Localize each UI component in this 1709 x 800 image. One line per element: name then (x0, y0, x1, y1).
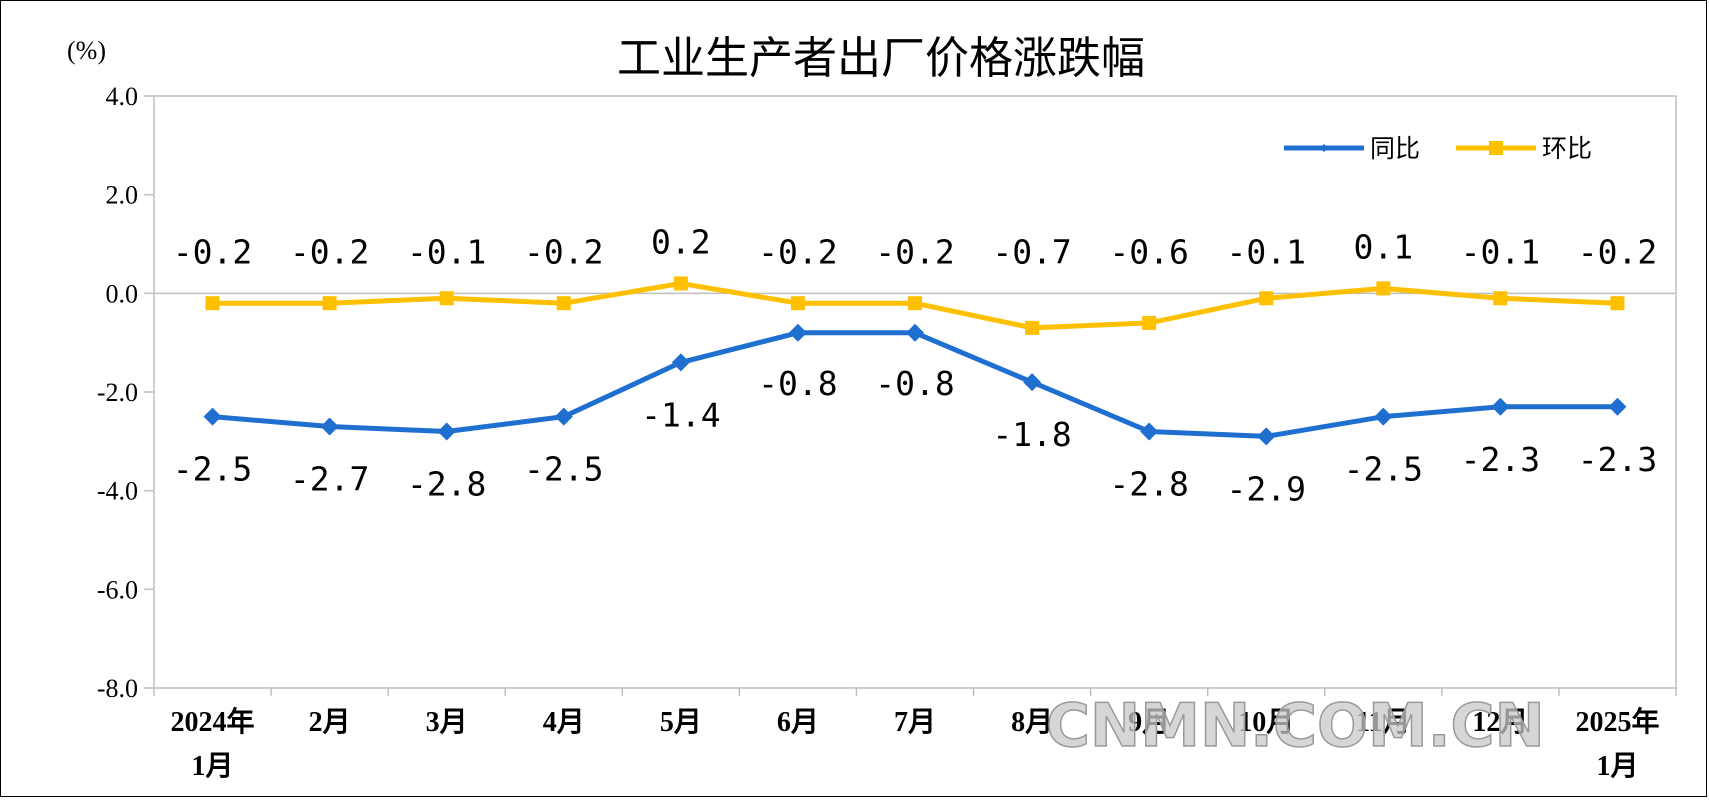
data-label: -0.6 (1109, 232, 1188, 271)
data-label: 0.2 (651, 222, 711, 261)
x-tick-label: 10月 (1238, 707, 1294, 738)
x-axis: 2024年 1月 2月 3月 4月 5月 6月 7月 8月 9月 10月 11月 12月 2025年 1月 (153, 688, 1677, 782)
x-tick-label: 12月 (1472, 707, 1528, 738)
y-tick-label: 0.0 (106, 279, 139, 308)
y-tick-label: -2.0 (97, 378, 138, 407)
data-point (908, 296, 922, 311)
x-tick-label: 7月 (894, 707, 936, 738)
data-point (205, 296, 220, 311)
series-layer: -0.2 -0.2 -0.1 -0.2 0.2 -0.2 -0.2 -0.7 -0.6 -0.1 0… (173, 222, 1657, 508)
data-point (673, 276, 688, 291)
y-unit-label: (%) (67, 36, 106, 65)
x-tick-label: 6月 (777, 707, 819, 738)
data-label: -2.3 (1578, 440, 1657, 479)
data-label: -2.8 (1109, 464, 1188, 503)
data-point (1025, 320, 1040, 335)
y-tick-label: 2.0 (106, 181, 139, 210)
data-label: -2.5 (524, 450, 603, 489)
data-label: -1.4 (641, 395, 720, 434)
y-axis: 4.0 2.0 0.0 -2.0 -4.0 -6.0 -8.0 (97, 82, 154, 703)
data-label: -0.1 (407, 232, 486, 271)
data-point (790, 296, 805, 311)
data-point (1140, 422, 1159, 441)
data-point (1493, 291, 1508, 306)
data-label: -2.8 (407, 464, 486, 503)
data-point (1257, 427, 1276, 446)
data-point (1023, 373, 1042, 392)
data-point (1491, 397, 1510, 416)
legend: 同比 环比 (1284, 134, 1592, 163)
data-label: -1.8 (992, 415, 1071, 454)
data-label: -0.2 (875, 232, 954, 271)
data-point (320, 417, 339, 436)
data-label: -2.9 (1226, 469, 1305, 508)
x-tick-label: 4月 (543, 707, 585, 738)
data-label: -0.2 (173, 232, 252, 271)
y-tick-label: 4.0 (106, 82, 139, 111)
x-tick-label: 5月 (660, 707, 702, 738)
data-point (1374, 407, 1393, 426)
data-label: -2.3 (1461, 440, 1540, 479)
data-point (554, 407, 573, 426)
data-point (1610, 296, 1625, 311)
data-label: -0.1 (1461, 232, 1540, 271)
x-tick-label: 8月 (1011, 707, 1053, 738)
data-label: -2.5 (173, 450, 252, 489)
data-point (322, 296, 337, 311)
x-tick-label: 2月 (309, 707, 351, 738)
y-tick-label: -6.0 (97, 575, 138, 604)
data-label: -0.2 (290, 232, 369, 271)
data-label: -0.1 (1226, 232, 1305, 271)
data-point (437, 422, 456, 441)
data-point (556, 296, 571, 311)
data-label: -0.8 (758, 364, 837, 403)
legend-label: 环比 (1542, 134, 1592, 163)
data-point (788, 323, 807, 342)
data-label: 0.1 (1354, 227, 1414, 266)
x-tick-label: 3月 (426, 707, 468, 738)
y-tick-label: -4.0 (97, 477, 138, 506)
legend-label: 同比 (1370, 134, 1420, 163)
data-point (1259, 291, 1274, 306)
data-point (1376, 281, 1391, 296)
chart-title: 工业生产者出厂价格涨跌幅 (617, 33, 1145, 84)
data-label: -0.2 (758, 232, 837, 271)
data-point (439, 291, 454, 306)
data-point (1142, 315, 1157, 330)
data-label: -2.5 (1344, 450, 1423, 489)
data-label: -0.2 (524, 232, 603, 271)
legend-marker (1320, 144, 1328, 152)
data-label: -2.7 (290, 460, 369, 499)
data-label: -0.7 (992, 232, 1071, 271)
x-tick-label: 9月 (1128, 707, 1170, 738)
x-tick-label: 11月 (1356, 707, 1410, 738)
watermark: CNMN.COM.CN (1046, 691, 1545, 761)
data-point (203, 407, 222, 426)
legend-marker (1489, 141, 1503, 155)
data-label: -0.2 (1578, 232, 1657, 271)
y-tick-label: -8.0 (97, 674, 138, 703)
data-point (1608, 397, 1627, 416)
x-tick-label: 2025年 1月 (1575, 705, 1659, 782)
data-label: -0.8 (875, 364, 954, 403)
x-tick-label: 2024年 1月 (171, 705, 255, 782)
data-point (671, 353, 690, 372)
data-point (906, 323, 924, 342)
